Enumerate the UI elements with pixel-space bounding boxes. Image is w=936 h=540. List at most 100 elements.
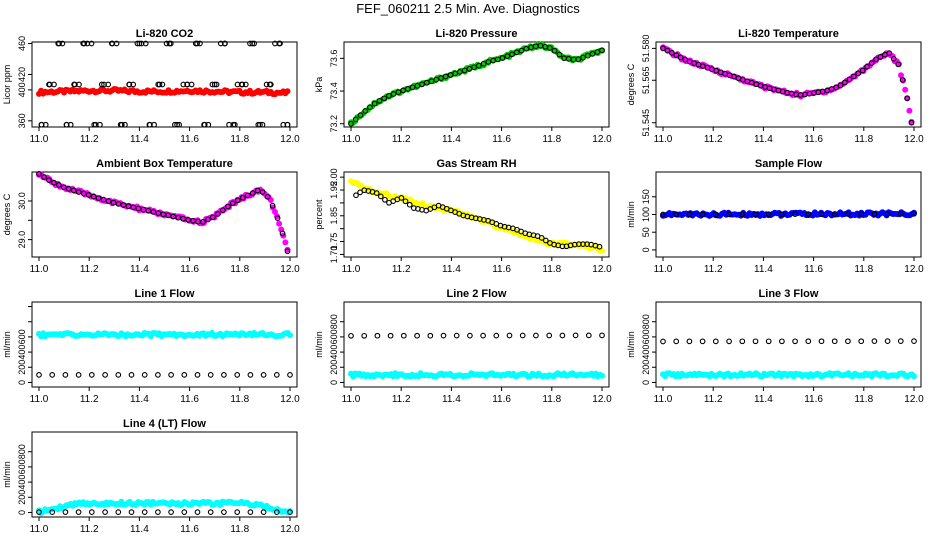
x-tick-label: 11.4 — [130, 264, 149, 275]
data-point — [846, 76, 853, 83]
data-point — [239, 194, 246, 201]
data-point — [287, 372, 293, 378]
data-point — [453, 332, 460, 339]
x-tick-label: 11.2 — [392, 394, 411, 405]
chart-title: Line 4 (LT) Flow — [123, 418, 206, 430]
data-point — [88, 372, 95, 378]
y-tick-label: 360 — [17, 113, 27, 128]
series-raw — [660, 370, 918, 380]
chart-title: Li-820 CO2 — [136, 28, 193, 40]
data-point — [229, 200, 236, 207]
data-point — [805, 338, 812, 345]
data-point — [402, 198, 409, 205]
data-point — [845, 338, 851, 345]
data-point — [868, 60, 875, 66]
data-point — [140, 206, 147, 213]
y-tick-label: 73.4 — [329, 82, 339, 100]
series-average — [353, 187, 603, 250]
x-tick-label: 11.6 — [492, 264, 511, 275]
data-point — [62, 509, 69, 515]
data-point — [374, 332, 381, 339]
data-point — [895, 61, 902, 68]
y-tick-label: 600 — [17, 329, 27, 344]
data-point — [269, 202, 276, 209]
data-point — [115, 509, 122, 515]
data-point — [75, 372, 82, 378]
data-point — [348, 332, 354, 339]
data-point — [398, 195, 405, 201]
data-point — [911, 373, 918, 380]
data-point — [414, 332, 420, 339]
data-point — [260, 372, 267, 378]
chart-panel: Li-820 Pressure kPa 11.0 11.2 11.4 11.6 11.8 12… — [314, 28, 612, 145]
data-point — [911, 338, 917, 344]
y-tick-label: 51.565 — [641, 66, 651, 94]
data-point — [62, 372, 69, 378]
data-point — [234, 372, 241, 378]
data-point — [282, 239, 289, 246]
data-point — [779, 211, 785, 218]
data-point — [673, 52, 680, 58]
series-raw — [36, 86, 291, 98]
data-point — [361, 332, 368, 339]
data-point — [95, 195, 102, 201]
y-tick-label: 100 — [641, 207, 651, 222]
data-point — [249, 190, 256, 196]
data-point — [254, 187, 261, 194]
plot-frame — [343, 41, 610, 128]
data-point — [911, 210, 917, 217]
data-point — [81, 40, 88, 47]
data-point — [247, 509, 254, 515]
plot-frame — [31, 171, 298, 258]
x-tick-label: 12.0 — [280, 134, 300, 145]
data-point — [205, 121, 212, 128]
data-point — [390, 91, 397, 97]
x-tick-label: 12.0 — [592, 134, 612, 145]
x-tick-label: 12.0 — [904, 134, 924, 145]
data-point — [221, 40, 228, 47]
y-tick-label: 51.545 — [641, 109, 651, 137]
data-point — [438, 75, 444, 81]
y-tick-label: 600 — [329, 329, 339, 344]
chart-title: Sample Flow — [755, 158, 823, 170]
data-point — [699, 211, 706, 218]
y-tick-label: 800 — [641, 314, 651, 329]
data-point — [792, 338, 798, 345]
y-axis-label: degrees C — [2, 193, 12, 235]
data-point — [170, 213, 177, 220]
data-point — [779, 338, 785, 345]
x-tick-label: 12.0 — [904, 394, 924, 405]
series-raw — [36, 498, 293, 517]
data-point — [712, 338, 719, 345]
x-tick-label: 11.0 — [342, 264, 361, 275]
x-tick-label: 12.0 — [280, 524, 300, 535]
data-point — [85, 192, 92, 198]
data-point — [594, 49, 601, 55]
data-point — [519, 332, 526, 339]
data-point — [102, 372, 108, 378]
y-tick-label: 50 — [641, 227, 651, 237]
y-tick-label: 200 — [17, 490, 27, 505]
data-point — [897, 338, 904, 344]
x-tick-label: 11.4 — [130, 394, 149, 405]
data-point — [504, 53, 511, 59]
x-tick-label: 12.0 — [904, 264, 924, 275]
data-point — [518, 47, 525, 54]
data-point — [249, 40, 256, 47]
data-point — [75, 189, 82, 195]
series-raw — [36, 329, 293, 340]
x-tick-label: 11.2 — [704, 264, 723, 275]
data-point — [419, 81, 425, 88]
data-point — [105, 198, 112, 204]
data-point — [884, 211, 891, 217]
data-point — [251, 40, 257, 47]
data-point — [859, 67, 866, 74]
data-point — [899, 77, 906, 83]
data-point — [493, 332, 500, 339]
data-point — [126, 81, 133, 88]
data-point — [842, 79, 848, 86]
series-average — [36, 509, 293, 515]
data-point — [287, 509, 293, 515]
data-point — [765, 338, 772, 345]
x-tick-label: 11.8 — [542, 394, 561, 405]
